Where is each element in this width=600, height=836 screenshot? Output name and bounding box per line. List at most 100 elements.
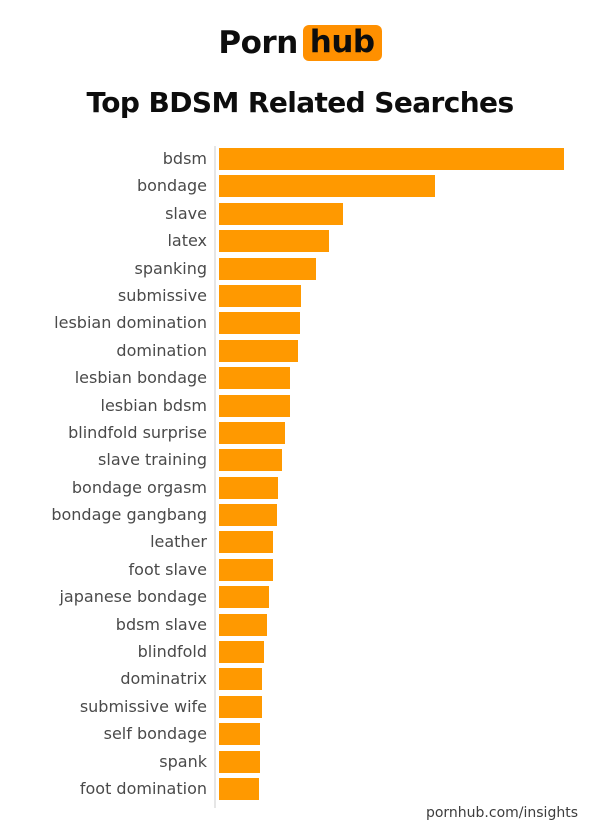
bar-track	[216, 586, 561, 609]
chart-row: bondage	[0, 175, 600, 198]
category-label: blindfold	[137, 642, 207, 662]
chart-row: dominatrix	[0, 668, 600, 691]
category-label: bondage gangbang	[51, 505, 207, 525]
bar	[219, 394, 291, 417]
bar-track	[216, 668, 561, 691]
bar	[219, 777, 260, 800]
bar	[219, 175, 436, 198]
chart-row: latex	[0, 230, 600, 253]
chart-row: domination	[0, 339, 600, 362]
bar-track	[216, 175, 561, 198]
bar-track	[216, 476, 561, 499]
category-label: lesbian bondage	[74, 368, 207, 388]
bar	[219, 148, 564, 170]
chart-row: self bondage	[0, 723, 600, 746]
category-label: japanese bondage	[59, 587, 207, 607]
bar-track	[216, 695, 561, 718]
chart-row: bondage gangbang	[0, 504, 600, 527]
category-label: latex	[167, 231, 207, 251]
bar	[219, 668, 263, 691]
bar	[219, 421, 286, 444]
footer-url: pornhub.com/insights	[425, 805, 578, 822]
chart-row: foot slave	[0, 558, 600, 581]
bar	[219, 586, 270, 609]
category-label: bondage	[136, 176, 207, 196]
bar-track	[216, 750, 561, 773]
bar-track	[216, 777, 561, 800]
bar	[219, 723, 261, 746]
category-label: leather	[150, 532, 207, 552]
chart-row: bondage orgasm	[0, 476, 600, 499]
category-label: submissive wife	[79, 696, 207, 716]
chart-row: foot domination	[0, 777, 600, 800]
category-label: bondage orgasm	[71, 477, 207, 497]
bar-track	[216, 558, 561, 581]
chart-row: submissive wife	[0, 695, 600, 718]
bar	[219, 558, 274, 581]
bar-track	[216, 641, 561, 664]
category-label: bdsm	[162, 149, 207, 168]
chart-row: lesbian bondage	[0, 367, 600, 390]
bar	[219, 695, 263, 718]
bar	[219, 367, 291, 390]
bar-track	[216, 339, 561, 362]
chart-row: bdsm slave	[0, 613, 600, 636]
bar	[219, 449, 283, 472]
chart-row: lesbian bdsm	[0, 394, 600, 417]
chart-title: Top BDSM Related Searches	[86, 86, 514, 119]
pornhub-logo: Porn hub	[0, 24, 600, 62]
bar-track	[216, 284, 561, 307]
bar	[219, 230, 329, 253]
category-label: blindfold surprise	[68, 422, 207, 442]
bar-track	[216, 202, 561, 225]
chart-row: japanese bondage	[0, 586, 600, 609]
bar-track	[216, 257, 561, 280]
bar	[219, 339, 299, 362]
chart-row: blindfold	[0, 641, 600, 664]
category-label: slave training	[98, 450, 207, 470]
bar-track	[216, 613, 561, 636]
infographic-page: Porn hub Top BDSM Related Searches bdsm …	[0, 24, 600, 836]
category-axis-line	[214, 146, 216, 808]
category-label: lesbian domination	[54, 313, 207, 333]
chart-row: slave	[0, 202, 600, 225]
chart-row: spank	[0, 750, 600, 773]
category-label: submissive	[117, 285, 207, 305]
category-label: spanking	[134, 258, 207, 278]
bar-track	[216, 531, 561, 554]
category-label: bdsm slave	[115, 614, 207, 634]
category-label: dominatrix	[120, 669, 207, 689]
category-label: foot domination	[79, 778, 207, 798]
bar	[219, 257, 316, 280]
bar-track	[216, 230, 561, 253]
bar	[219, 284, 302, 307]
bar-track	[216, 312, 561, 335]
logo-text-porn: Porn	[218, 25, 298, 61]
bar-track	[216, 148, 564, 170]
chart-row: spanking	[0, 257, 600, 280]
bar-track	[216, 394, 561, 417]
category-label: lesbian bdsm	[100, 395, 208, 415]
chart-row: bdsm	[0, 148, 600, 170]
bar-track	[216, 421, 561, 444]
bar-chart: bdsm bondage slave latex spankin	[0, 146, 600, 808]
bar	[219, 641, 265, 664]
bar	[219, 312, 301, 335]
bar-track	[216, 504, 561, 527]
category-label: spank	[159, 751, 207, 771]
bar-track	[216, 367, 561, 390]
category-label: self bondage	[103, 724, 207, 744]
chart-rows: bdsm bondage slave latex spankin	[0, 148, 600, 800]
bar-track	[216, 723, 561, 746]
bar	[219, 613, 268, 636]
bar	[219, 202, 343, 225]
bar-track	[216, 449, 561, 472]
chart-row: slave training	[0, 449, 600, 472]
bar	[219, 504, 278, 527]
logo-hub-badge: hub	[302, 25, 382, 61]
chart-row: submissive	[0, 284, 600, 307]
category-label: domination	[116, 340, 207, 360]
bar	[219, 476, 279, 499]
chart-row: leather	[0, 531, 600, 554]
chart-row: lesbian domination	[0, 312, 600, 335]
